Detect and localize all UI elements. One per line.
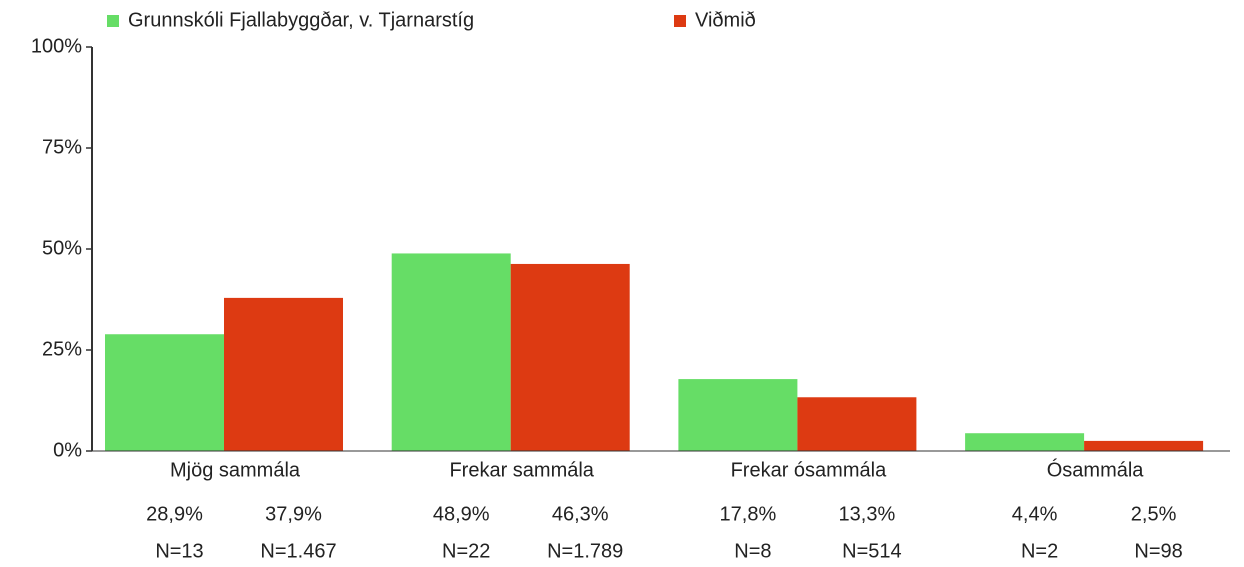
y-tick-label: 25% [42,338,82,360]
n-label: N=8 [734,540,771,562]
value-label: 37,9% [265,503,322,525]
y-tick-label: 75% [42,136,82,158]
bar [391,253,511,451]
legend-label: Grunnskóli Fjallabyggðar, v. Tjarnarstíg [128,9,474,31]
legend-swatch [107,15,119,27]
value-label: 2,5% [1131,503,1177,525]
y-tick-label: 0% [53,439,82,461]
value-label: 4,4% [1012,503,1058,525]
x-tick-label: Frekar ósammála [731,459,887,481]
n-label: N=1.467 [260,540,336,562]
value-label: 28,9% [146,503,203,525]
n-label: N=13 [155,540,203,562]
value-label: 48,9% [433,503,490,525]
value-label: 17,8% [720,503,777,525]
n-label: N=22 [442,540,490,562]
bar [224,297,343,451]
bar [965,433,1085,451]
n-label: N=98 [1134,540,1182,562]
n-label: N=1.789 [547,540,623,562]
x-tick-label: Mjög sammála [170,459,301,481]
bar [678,379,798,451]
bar [797,397,917,451]
bar [510,263,630,451]
bar [1084,440,1204,451]
x-tick-label: Ósammála [1047,458,1145,481]
value-label: 13,3% [839,503,896,525]
bar [105,334,224,451]
legend-label: Viðmið [695,9,756,31]
y-tick-label: 100% [31,35,82,57]
legend-swatch [674,15,686,27]
n-label: N=2 [1021,540,1058,562]
y-tick-label: 50% [42,237,82,259]
value-label: 46,3% [552,503,609,525]
n-label: N=514 [842,540,902,562]
x-tick-label: Frekar sammála [449,459,594,481]
